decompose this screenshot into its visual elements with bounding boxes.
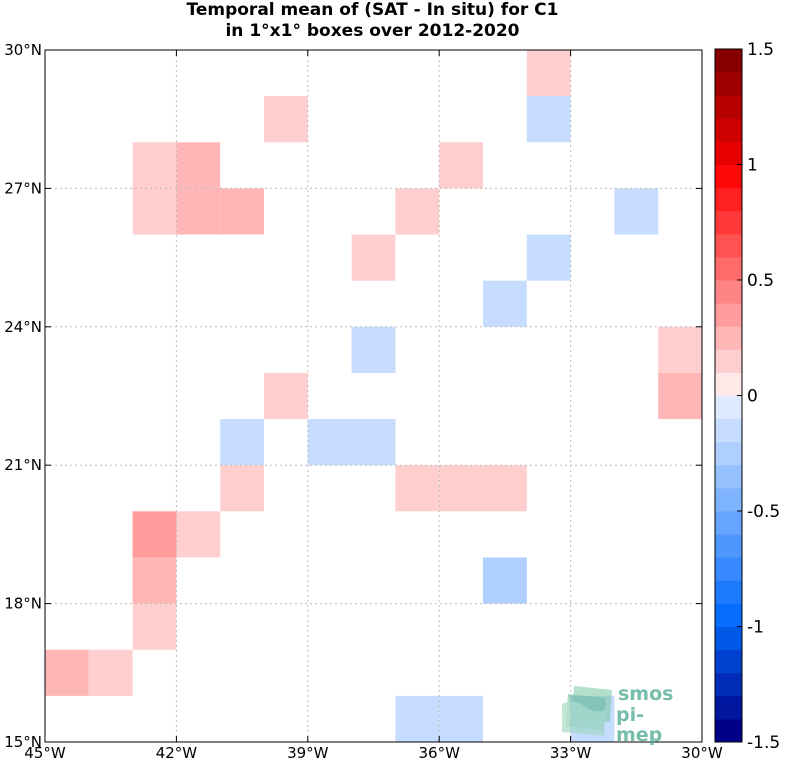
heatmap-cell: [395, 695, 440, 742]
colorbar-segment: [715, 395, 742, 420]
colorbar-tick-label: 0: [747, 387, 758, 407]
colorbar-segment: [715, 464, 742, 489]
heatmap-cell: [176, 142, 221, 189]
colorbar-segment: [715, 557, 742, 581]
smos-pi-mep-logo-icon: [562, 686, 612, 736]
x-tick-label: 42°W: [156, 744, 198, 762]
colorbar-tick-label: -1: [747, 618, 764, 638]
heatmap-cell: [132, 603, 177, 650]
heatmap-cell: [395, 465, 440, 512]
colorbar-segment: [715, 418, 742, 443]
colorbar-segment: [715, 141, 742, 165]
smos-pi-mep-logo: smos pi-mep: [560, 682, 690, 745]
chart-title: Temporal mean of (SAT - In situ) for C1 …: [0, 0, 745, 42]
heatmap-cell: [220, 419, 264, 466]
x-tick-label: 45°W: [24, 744, 66, 762]
heatmap-cell: [526, 234, 571, 281]
colorbar-segment: [715, 233, 742, 258]
watermark-text-pi-mep: pi-mep: [616, 704, 663, 746]
x-tick-label: 39°W: [287, 744, 329, 762]
heatmap-cell: [658, 326, 702, 373]
colorbar-segment: [715, 187, 742, 212]
y-tick-label: 18°N: [4, 595, 42, 613]
colorbar-segment: [715, 511, 742, 535]
colorbar-tick-label: 1: [747, 156, 758, 176]
heatmap-cell: [132, 557, 177, 604]
heatmap-cell: [658, 372, 702, 420]
colorbar-tick-label: -1.5: [747, 733, 780, 753]
colorbar-tick-label: 0.5: [747, 271, 774, 291]
heatmap-cell: [132, 188, 177, 235]
heatmap-cell: [351, 234, 396, 281]
colorbar-segment: [715, 303, 742, 327]
x-tick-label: 36°W: [418, 744, 460, 762]
watermark-text-smos: smos: [618, 683, 674, 705]
heatmap-cell: [264, 372, 308, 420]
colorbar-segment: [715, 95, 742, 119]
heatmap-cell: [176, 188, 221, 235]
heatmap-cell: [483, 465, 527, 512]
heatmap-cell: [264, 96, 308, 143]
colorbar-segment: [715, 580, 742, 604]
heatmap-cell: [88, 649, 133, 696]
colorbar-segment: [715, 280, 742, 304]
colorbar-segment: [715, 256, 742, 281]
colorbar-segment: [715, 118, 742, 142]
colorbar-segment: [715, 718, 742, 743]
colorbar-segment: [715, 372, 742, 396]
y-tick-label: 30°N: [4, 41, 42, 59]
colorbar-segment: [715, 603, 742, 627]
heatmap-cell: [220, 188, 264, 235]
heatmap-cell: [132, 511, 177, 558]
colorbar-segment: [715, 210, 742, 235]
colorbar-segment: [715, 164, 742, 189]
heatmap-cell: [439, 142, 483, 189]
colorbar-segment: [715, 649, 742, 674]
heatmap-cell: [483, 557, 527, 604]
heatmap-cell: [439, 465, 483, 512]
y-tick-label: 24°N: [4, 318, 42, 336]
x-tick-label: 33°W: [550, 744, 592, 762]
heatmap-cell: [526, 50, 571, 97]
colorbar-segment: [715, 72, 742, 96]
heatmap-cell: [45, 649, 89, 696]
heatmap-cell: [526, 96, 571, 143]
colorbar-segment: [715, 349, 742, 373]
chart-title-line-1: Temporal mean of (SAT - In situ) for C1: [186, 0, 559, 20]
colorbar-tick-label: 1.5: [747, 40, 774, 60]
colorbar-segment: [715, 626, 742, 651]
colorbar-segment: [715, 672, 742, 697]
colorbar-segment: [715, 695, 742, 720]
colorbar-segment: [715, 326, 742, 350]
x-tick-label: 30°W: [681, 744, 723, 762]
y-tick-label: 15°N: [4, 733, 42, 751]
y-tick-label: 21°N: [4, 456, 42, 474]
heatmap-cell: [220, 465, 264, 512]
chart-title-line-2: in 1°x1° boxes over 2012-2020: [225, 21, 520, 41]
heatmap-cell: [351, 326, 396, 373]
colorbar-segment: [715, 534, 742, 558]
colorbar-segment: [715, 487, 742, 512]
heatmap-cell: [614, 188, 659, 235]
colorbar-segment: [715, 441, 742, 466]
heatmap-cell: [483, 280, 527, 327]
colorbar-segment: [715, 49, 742, 73]
heatmap-cell: [132, 142, 177, 189]
heatmap-cell: [351, 419, 396, 466]
heatmap-cell: [176, 511, 221, 558]
heatmap-cell: [307, 419, 352, 466]
y-tick-label: 27°N: [4, 179, 42, 197]
plot-frame: [44, 49, 703, 743]
colorbar-tick-label: -0.5: [747, 502, 780, 522]
heatmap-cell: [439, 695, 483, 742]
heatmap-cell: [395, 188, 440, 235]
